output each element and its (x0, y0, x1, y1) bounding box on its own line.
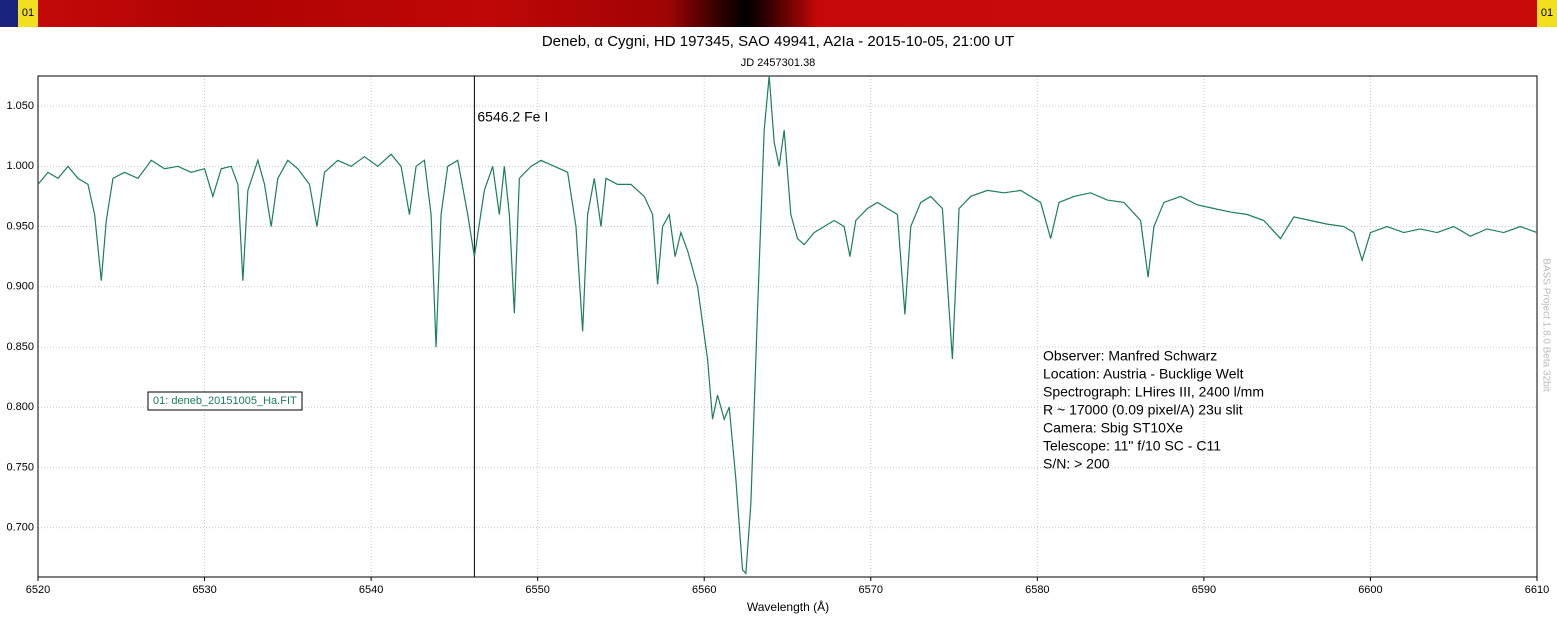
spectrum-line (37, 75, 1538, 575)
info-line: Telescope: 11" f/10 SC - C11 (1043, 438, 1221, 454)
strip-label: 01 (22, 7, 34, 19)
y-tick-label: 1.000 (6, 160, 34, 172)
y-tick-label: 1.050 (6, 100, 34, 112)
plot-frame (37, 75, 1538, 578)
info-line: Spectrograph: LHires III, 2400 l/mm (1043, 384, 1264, 400)
x-tick-label: 6540 (359, 584, 383, 596)
x-tick-label: 6580 (1025, 584, 1049, 596)
legend-box (147, 391, 303, 411)
y-tick-label: 0.700 (6, 522, 34, 534)
spectrum-strip (38, 0, 1537, 27)
chart-title: Deneb, α Cygni, HD 197345, SAO 49941, A2… (542, 33, 1014, 50)
strip-marker (0, 0, 18, 27)
chart-subtitle: JD 2457301.38 (741, 57, 816, 69)
x-tick-label: 6520 (26, 584, 50, 596)
x-tick-label: 6610 (1525, 584, 1549, 596)
annotation-label: 6546.2 Fe I (477, 109, 548, 125)
info-line: Camera: Sbig ST10Xe (1043, 420, 1183, 436)
info-line: S/N: > 200 (1043, 456, 1110, 472)
watermark: BASS Project 1.8.0 Beta 32bit (1540, 258, 1551, 392)
y-tick-label: 0.750 (6, 461, 34, 473)
y-tick-label: 0.800 (6, 401, 34, 413)
x-tick-label: 6600 (1358, 584, 1382, 596)
strip-label-box (1537, 0, 1557, 27)
x-axis-title: Wavelength (Å) (747, 599, 829, 614)
x-tick-label: 6530 (192, 584, 216, 596)
info-line: R ~ 17000 (0.09 pixel/A) 23u slit (1043, 402, 1243, 418)
x-tick-label: 6570 (859, 584, 883, 596)
info-line: Observer: Manfred Schwarz (1043, 348, 1217, 364)
info-line: Location: Austria - Bucklige Welt (1043, 366, 1244, 382)
x-tick-label: 6550 (525, 584, 549, 596)
x-tick-label: 6560 (692, 584, 716, 596)
y-tick-label: 0.850 (6, 341, 34, 353)
y-tick-label: 0.950 (6, 220, 34, 232)
x-tick-label: 6590 (1192, 584, 1216, 596)
legend-label: 01: deneb_20151005_Ha.FIT (153, 395, 297, 407)
y-tick-label: 0.900 (6, 281, 34, 293)
strip-label: 01 (1541, 7, 1553, 19)
strip-label-box (18, 0, 38, 27)
